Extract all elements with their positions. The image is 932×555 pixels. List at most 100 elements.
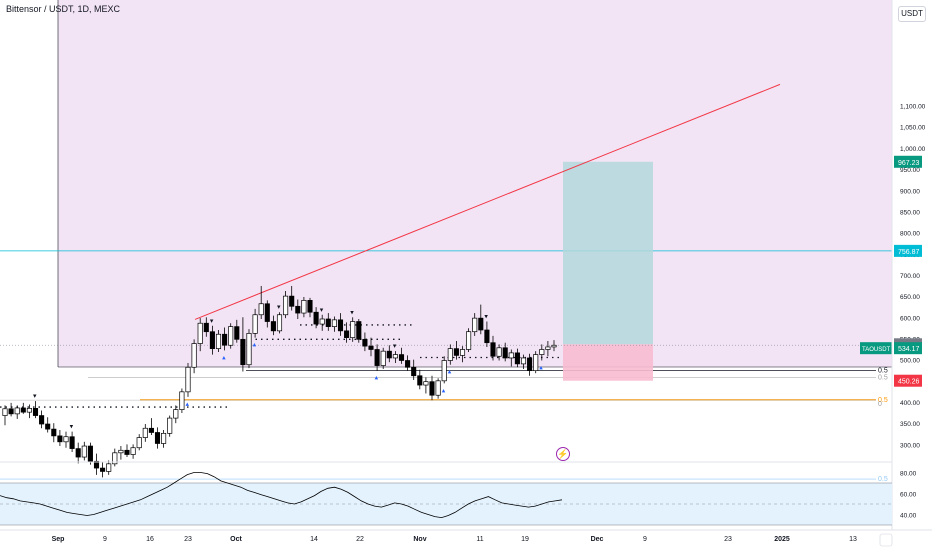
price-tick-label: 850.00 (900, 209, 920, 216)
candle (203, 317, 209, 337)
price-badge-bg (894, 155, 922, 168)
candle (32, 401, 39, 419)
candle (264, 300, 270, 328)
candle-body (14, 407, 20, 415)
fractal-up-marker: ▴ (375, 375, 379, 382)
candle-body (51, 428, 57, 437)
fractal-up-marker: ▴ (222, 354, 226, 361)
candle-body (459, 349, 466, 356)
fractal-down-marker: ▾ (350, 309, 354, 316)
candle-body (130, 447, 136, 455)
candle (441, 356, 447, 384)
symbol-price-label: 534.17 (898, 346, 920, 353)
time-axis-label: 9 (643, 536, 647, 543)
candle (295, 299, 301, 319)
candle (514, 348, 520, 368)
candle-body (57, 435, 63, 443)
candle (423, 377, 429, 394)
candle (136, 434, 142, 451)
candle (289, 285, 295, 311)
candle (63, 431, 69, 448)
candle (405, 355, 411, 371)
candle (2, 405, 8, 426)
lightning-icon[interactable]: ⚡ (556, 447, 570, 461)
candle-body (331, 319, 337, 327)
candle (350, 317, 356, 342)
candle-body (478, 317, 484, 331)
candle-body (93, 460, 100, 469)
candle (81, 441, 87, 461)
candle-body (118, 449, 124, 454)
candle (496, 344, 502, 361)
candle-body (502, 347, 508, 359)
price-tick-label: 400.00 (900, 400, 920, 407)
candle-body (301, 300, 307, 314)
candle-body (142, 427, 148, 438)
candle-body (167, 417, 173, 434)
candle (69, 431, 75, 452)
fractal-down-marker: ▾ (70, 424, 74, 431)
candle-body (551, 344, 557, 348)
candle (484, 321, 490, 347)
candle (154, 427, 161, 449)
candle (118, 446, 124, 460)
candle (26, 404, 32, 419)
candle-body (356, 321, 362, 340)
candle (447, 344, 453, 365)
candle-body (325, 318, 331, 327)
currency-selector[interactable]: USDT (898, 6, 926, 22)
candle-body (276, 314, 283, 332)
candle-body (533, 354, 539, 372)
candle-body (447, 348, 453, 361)
candle-body (270, 321, 276, 332)
candle (307, 297, 313, 318)
candle-body (386, 350, 392, 359)
candle (368, 337, 374, 357)
candle-body (100, 467, 106, 472)
candle-body (441, 360, 447, 382)
rsi-tick-label: 40.00 (900, 513, 917, 520)
candle-body (264, 303, 270, 322)
candle-body (466, 331, 472, 350)
time-axis-label: 23 (724, 536, 732, 543)
candle (331, 316, 337, 332)
candle-body (240, 338, 246, 366)
candle-body (374, 349, 380, 366)
candle-body (508, 352, 514, 359)
fib-level-label: 0.5 (878, 374, 888, 381)
candle (93, 453, 100, 475)
candle-body (197, 322, 203, 344)
candle (301, 296, 307, 318)
candle-body (148, 427, 154, 433)
candle (75, 442, 81, 464)
fractal-up-marker: ▴ (539, 364, 543, 371)
time-axis-label: 22 (356, 536, 364, 543)
fractal-down-marker: ▾ (393, 343, 397, 350)
time-axis-label: 11 (476, 536, 483, 543)
candle-body (8, 408, 14, 415)
candle (283, 291, 289, 319)
stop-zone (563, 344, 653, 381)
symbol-price-bg (894, 342, 922, 355)
candle (100, 462, 106, 478)
candle-body (191, 343, 197, 368)
candle (161, 429, 167, 448)
candle (209, 325, 215, 355)
candle (142, 424, 148, 442)
candle-body (398, 354, 405, 361)
candle-body (490, 342, 496, 357)
candle (258, 285, 264, 319)
time-axis-label: 23 (184, 536, 192, 543)
candle-body (252, 314, 258, 334)
candle (179, 388, 185, 414)
candle (20, 402, 26, 414)
candle-body (203, 322, 209, 333)
candle (490, 335, 496, 361)
price-tick-label: 350.00 (900, 421, 920, 428)
candle (478, 304, 484, 335)
candle (508, 349, 514, 367)
price-tick-label: 800.00 (900, 231, 920, 238)
candle (112, 448, 118, 467)
candle-body (124, 449, 130, 455)
